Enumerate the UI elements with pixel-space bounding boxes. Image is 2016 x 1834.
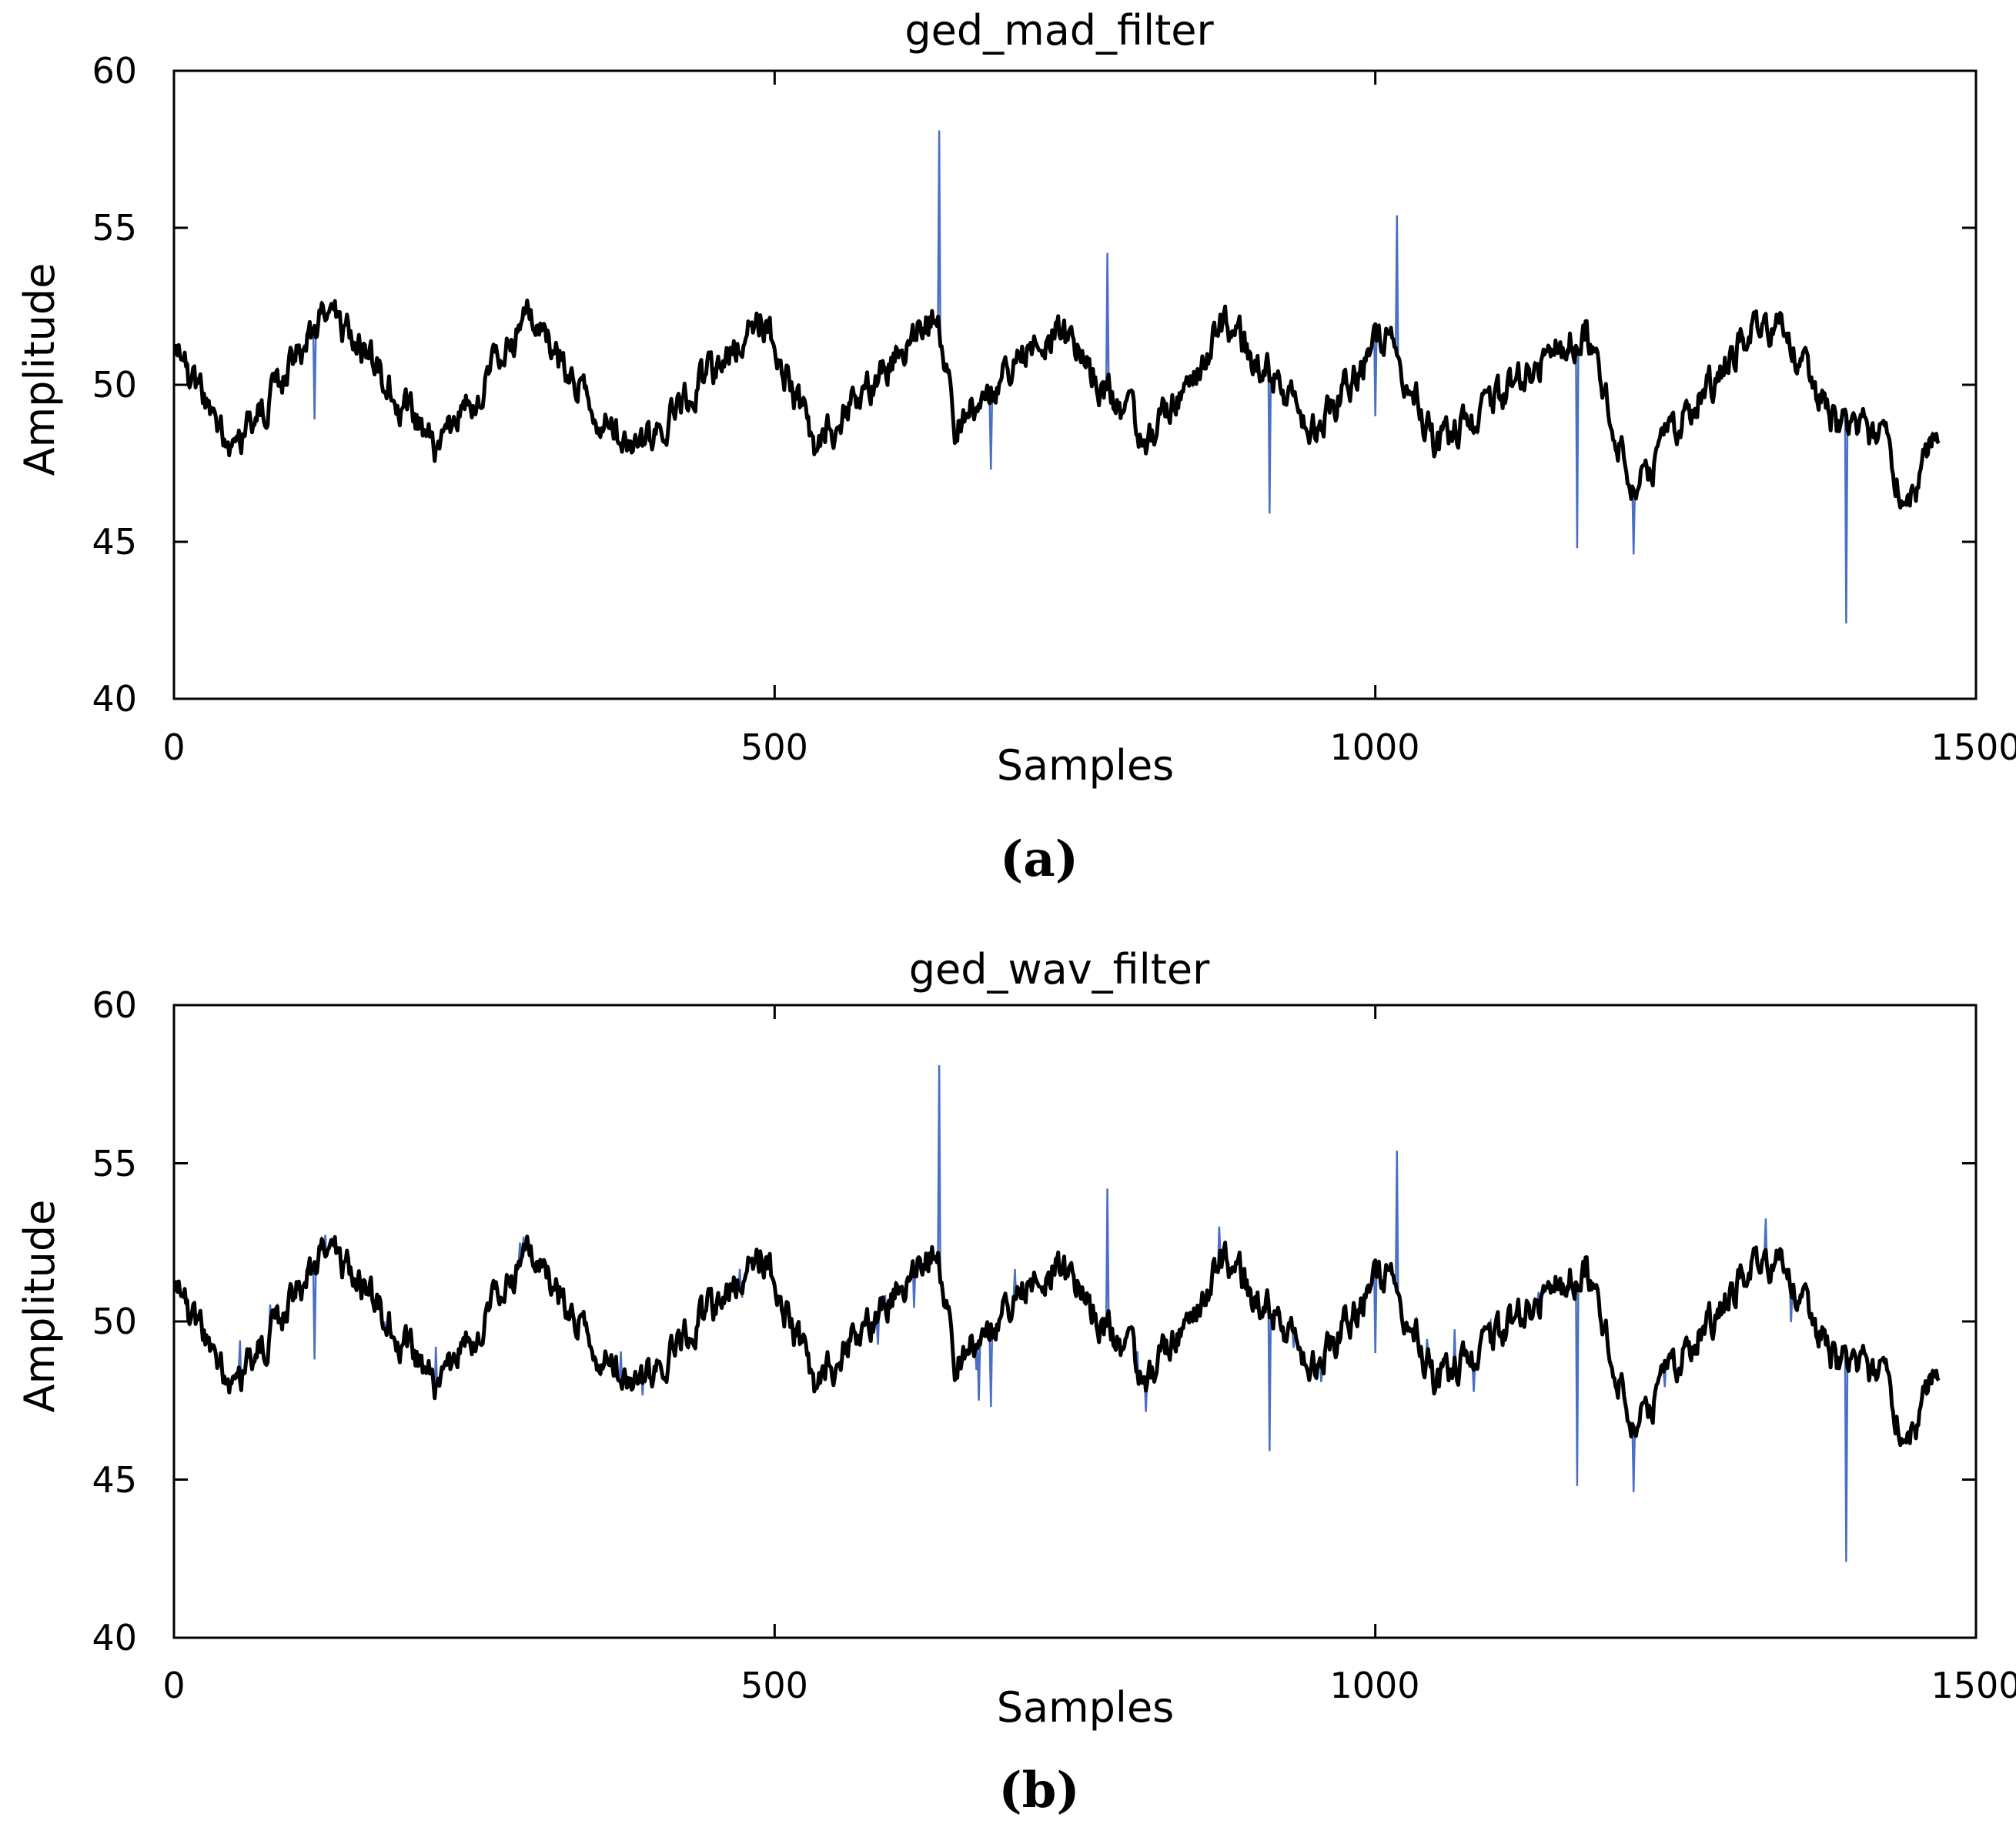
x-tick-label: 1000: [1329, 1665, 1419, 1706]
x-tick-label: 500: [741, 727, 808, 768]
axis-ticks: [172, 69, 1978, 700]
y-tick-label: 50: [92, 364, 137, 406]
y-tick-label: 55: [92, 207, 137, 249]
x-axis-label: Samples: [997, 1683, 1175, 1732]
axis-ticks: [172, 1004, 1978, 1639]
y-tick-label: 45: [92, 1459, 137, 1501]
panel-caption: (b): [998, 1762, 1079, 1819]
x-tick-label: 1000: [1329, 727, 1419, 768]
panel-caption: (a): [1000, 830, 1078, 888]
x-tick-label: 1500: [1931, 727, 2016, 768]
panel-a: ged_mad_filter 0 500 1000 1500 40 45 50 …: [15, 6, 2016, 888]
x-axis-label: Samples: [997, 741, 1175, 790]
x-tick-label: 1500: [1931, 1665, 2016, 1706]
chart-title: ged_mad_filter: [904, 6, 1214, 55]
y-tick-label: 40: [92, 1617, 137, 1659]
x-tick-label: 0: [162, 727, 185, 768]
series-line-filtered: [172, 299, 1941, 509]
series-line-filtered: [172, 1234, 1941, 1448]
plot-area: [172, 1065, 1941, 1562]
y-axis-label: Amplitude: [15, 263, 64, 476]
y-tick-label: 45: [92, 521, 137, 563]
y-tick-label: 55: [92, 1143, 137, 1184]
plot-area: [172, 130, 1941, 624]
panel-b: ged_wav_filter 0 500 1000 1500 40 45 50 …: [15, 945, 2016, 1819]
x-tick-label: 0: [162, 1665, 185, 1706]
y-tick-label: 40: [92, 678, 137, 720]
y-tick-label: 60: [92, 50, 137, 92]
y-axis-label: Amplitude: [15, 1200, 64, 1413]
y-tick-label: 60: [92, 984, 137, 1026]
x-tick-label: 500: [741, 1665, 808, 1706]
y-tick-label: 50: [92, 1301, 137, 1342]
chart-title: ged_wav_filter: [909, 945, 1210, 994]
